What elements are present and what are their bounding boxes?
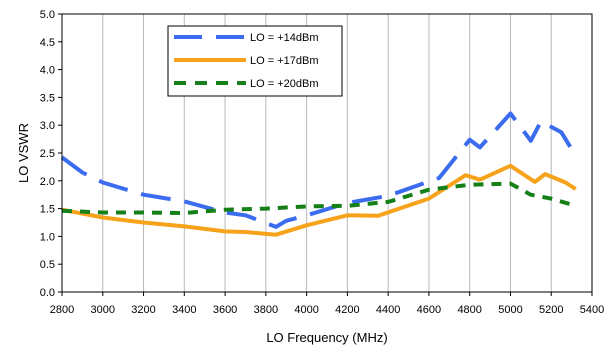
x-tick-label: 5000 [498, 304, 522, 316]
x-tick-label: 4800 [457, 304, 481, 316]
series-line-2 [61, 163, 577, 237]
series-line-3 [61, 181, 577, 215]
y-tick-label: 1.5 [40, 204, 55, 216]
x-tick-label: 3000 [91, 304, 115, 316]
y-tick-label: 3.5 [40, 92, 55, 104]
y-tick-label: 2.0 [40, 176, 55, 188]
x-tick-label: 3400 [172, 304, 196, 316]
x-tick-label: 4000 [294, 304, 318, 316]
y-tick-label: 5.0 [40, 9, 55, 21]
x-tick-label: 3800 [254, 304, 278, 316]
y-axis-title: LO VSWR [16, 123, 31, 183]
x-tick-label: 5200 [539, 304, 563, 316]
y-tick-label: 0.0 [40, 287, 55, 299]
x-tick-label: 3200 [131, 304, 155, 316]
x-tick-labels: 2800 3000 3200 3400 3600 3800 4000 4200 4400 4600… [50, 292, 604, 316]
legend-label: LO = +20dBm [250, 78, 319, 90]
legend-label: LO = +14dBm [250, 32, 319, 44]
legend-label: LO = +17dBm [250, 55, 319, 67]
y-tick-labels: 0.0 0.5 1.0 1.5 2.0 2.5 3.0 3.5 4.0 4.5 5.0 [40, 9, 62, 299]
x-tick-label: 4600 [417, 304, 441, 316]
x-tick-label: 5400 [580, 304, 604, 316]
x-tick-label: 4200 [335, 304, 359, 316]
y-tick-label: 2.5 [40, 148, 55, 160]
x-axis-title: LO Frequency (MHz) [266, 330, 387, 345]
x-tick-label: 3600 [213, 304, 237, 316]
y-tick-label: 1.0 [40, 231, 55, 243]
series-line-1 [60, 111, 578, 229]
x-tick-label: 2800 [50, 304, 74, 316]
y-tick-label: 4.5 [40, 37, 55, 49]
x-tick-label: 4400 [376, 304, 400, 316]
legend: LO = +14dBm LO = +17dBm LO = +20dBm [167, 25, 343, 97]
series-layer [60, 111, 578, 237]
y-tick-label: 4.0 [40, 65, 55, 77]
y-tick-label: 0.5 [40, 259, 55, 271]
y-tick-label: 3.0 [40, 120, 55, 132]
